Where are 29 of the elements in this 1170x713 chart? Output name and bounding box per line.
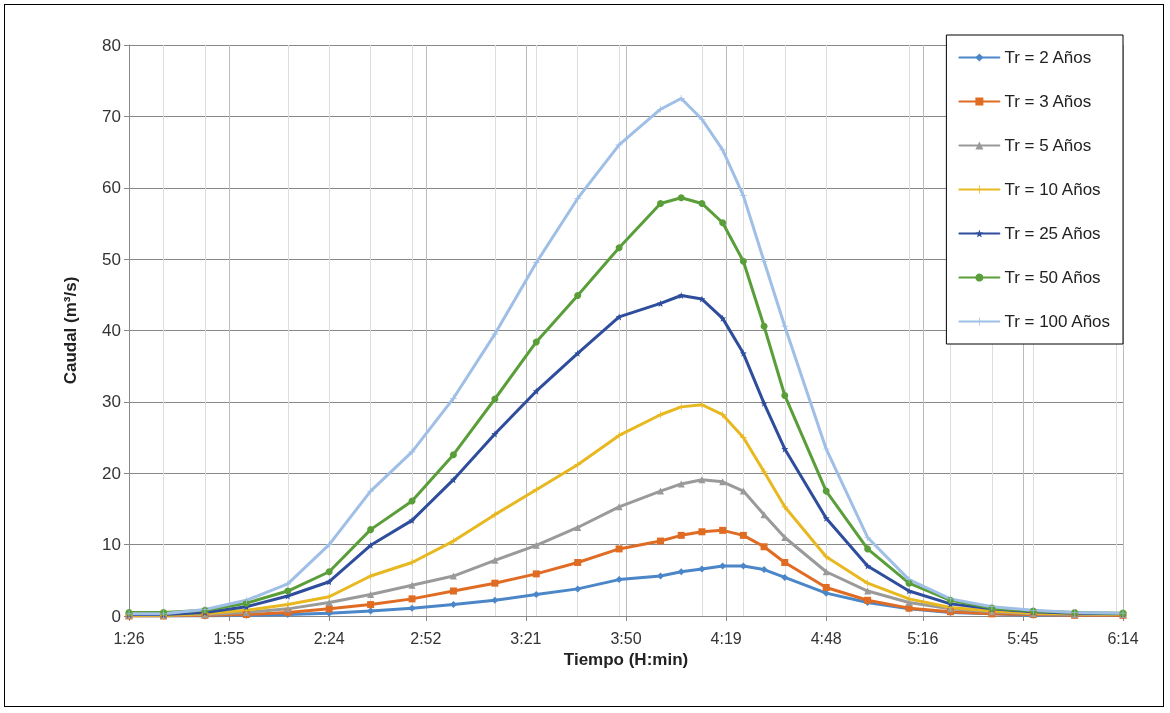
legend-label: Tr = 10 Años [1004,180,1101,199]
legend-label: Tr = 50 Años [1004,268,1101,287]
y-tick-label: 60 [102,178,121,198]
y-tick-label: 30 [102,392,121,412]
legend-label: Tr = 100 Años [1004,312,1111,331]
x-tick-label: 6:14 [1107,629,1139,647]
y-tick-label: 50 [102,249,121,269]
x-tick-label: 3:50 [610,629,642,647]
y-tick-label: 80 [102,35,121,55]
x-tick-label: 1:26 [113,629,145,647]
x-tick-label: 3:21 [510,629,542,647]
x-tick-label: 4:48 [810,629,842,647]
legend-label: Tr = 2 Años [1004,48,1092,67]
x-tick-label: 4:19 [710,629,742,647]
legend-label: Tr = 3 Años [1004,92,1092,111]
x-tick-label: 1:55 [213,629,245,647]
y-tick-label: 20 [102,463,121,483]
x-tick-label: 5:45 [1007,629,1039,647]
y-tick-label: 70 [102,106,121,126]
x-tick-label: 5:16 [907,629,939,647]
y-tick-label: 40 [102,321,121,340]
y-tick-label: 10 [102,535,121,555]
y-tick-label: 0 [111,606,121,626]
legend-label: Tr = 25 Años [1004,224,1101,243]
x-tick-label: 2:52 [410,629,442,647]
y-axis-title: Caudal (m³/s) [61,276,80,385]
legend-label: Tr = 5 Años [1004,136,1092,155]
x-axis-title: Tiempo (H:min) [563,649,689,669]
x-tick-label: 2:24 [313,629,345,647]
